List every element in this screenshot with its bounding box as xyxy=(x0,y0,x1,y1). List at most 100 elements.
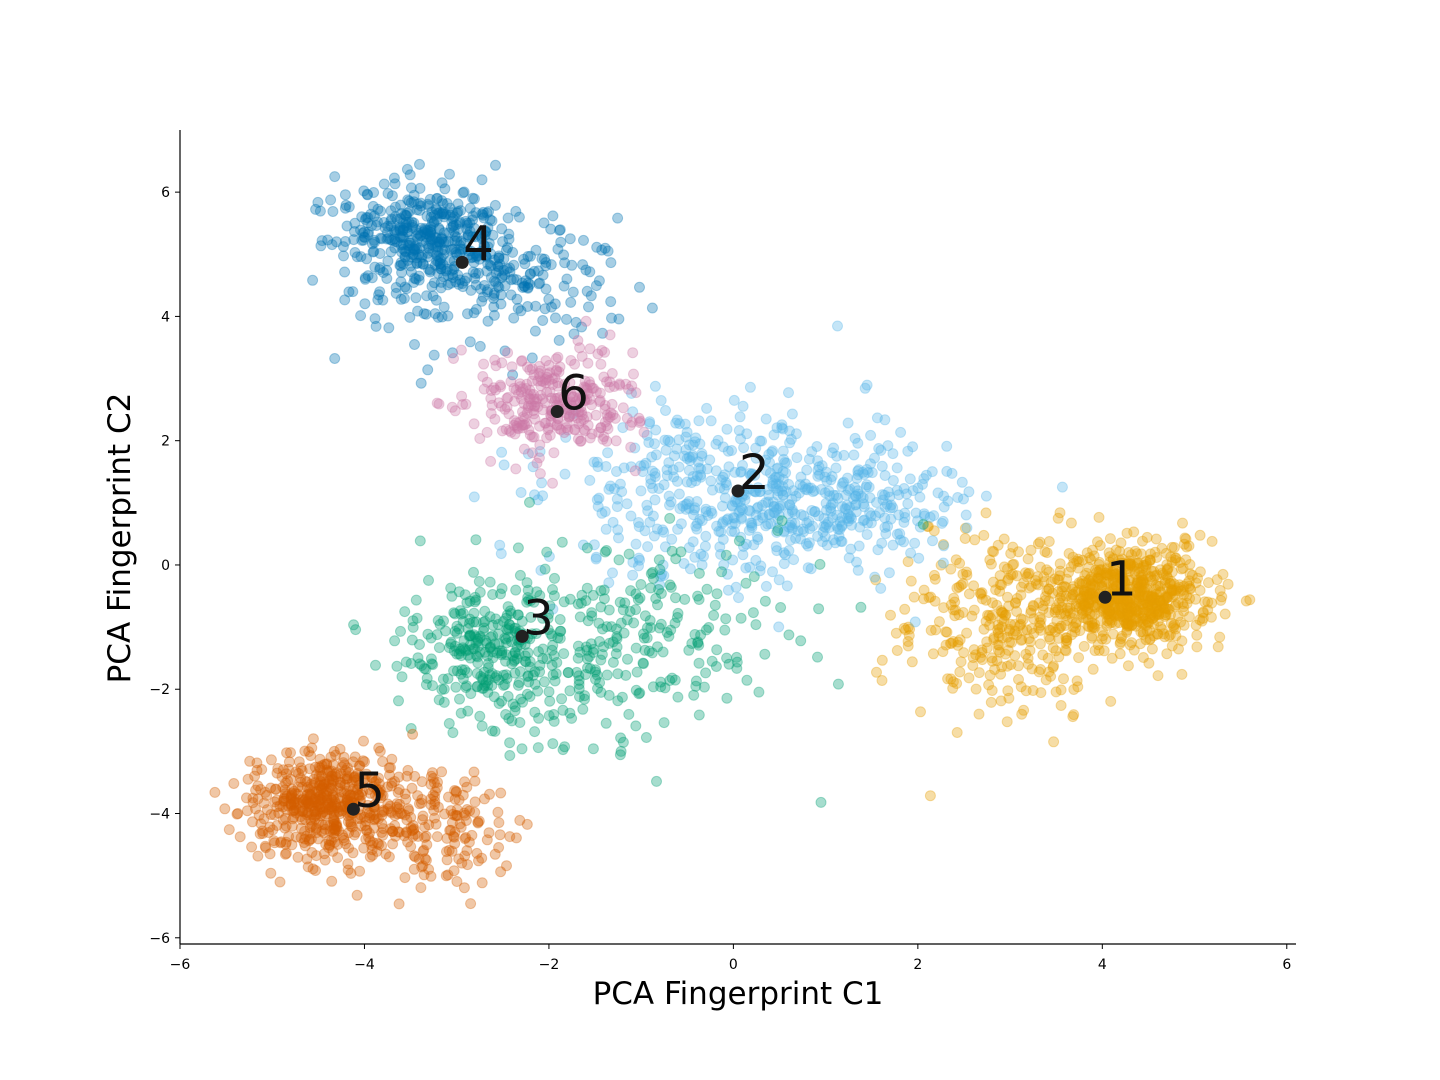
cluster-1-point xyxy=(1005,569,1017,581)
cluster-1-point xyxy=(1134,587,1146,599)
cluster-1-point xyxy=(1079,585,1091,597)
cluster-1-point xyxy=(1087,579,1099,591)
cluster-1-point xyxy=(1133,563,1145,574)
cluster-4-point xyxy=(476,174,488,186)
cluster-1-point xyxy=(1102,608,1113,620)
cluster-1-point xyxy=(1080,605,1092,617)
cluster-2-point xyxy=(891,528,903,540)
cluster-1-point xyxy=(1111,597,1123,609)
cluster-1-point xyxy=(1146,565,1158,577)
cluster-1-point xyxy=(1119,577,1131,589)
cluster-2-point xyxy=(684,563,696,575)
cluster-1-point xyxy=(1061,615,1073,626)
cluster-1-point xyxy=(996,607,1008,618)
cluster-1-point xyxy=(968,644,980,656)
cluster-1-point xyxy=(1090,564,1102,576)
cluster-2-point xyxy=(809,506,821,517)
cluster-2-point xyxy=(904,473,916,485)
cluster-3-point xyxy=(484,576,496,588)
cluster-1-point xyxy=(937,646,949,658)
cluster-4-point xyxy=(561,273,573,285)
cluster-1-point xyxy=(953,609,965,621)
cluster-2-point xyxy=(584,474,596,486)
cluster-1-point xyxy=(958,647,970,659)
cluster-4-point xyxy=(397,217,409,229)
cluster-1-point xyxy=(1150,533,1162,545)
cluster-4-point xyxy=(343,286,355,298)
cluster-1-point xyxy=(1078,599,1090,611)
cluster-1-point xyxy=(1035,624,1047,636)
cluster-2-point xyxy=(715,526,727,538)
cluster-6-point xyxy=(489,354,501,366)
cluster-1-point xyxy=(1174,579,1185,591)
cluster-1-point xyxy=(1023,582,1035,594)
cluster-2-point xyxy=(899,512,911,523)
cluster-1-point xyxy=(951,678,963,689)
cluster-2-point xyxy=(789,508,801,520)
cluster-6-point xyxy=(590,409,602,421)
cluster-1-point xyxy=(1093,511,1105,523)
cluster-1-point xyxy=(1202,604,1214,616)
cluster-1-point xyxy=(948,604,959,616)
cluster-1-point xyxy=(1039,546,1051,558)
cluster-1-point xyxy=(975,588,987,600)
cluster-3-point xyxy=(601,621,613,633)
cluster-4-point xyxy=(424,266,436,278)
cluster-5-point xyxy=(360,833,372,845)
cluster-2-point xyxy=(621,498,633,510)
cluster-1-point xyxy=(944,637,956,649)
cluster-1-point xyxy=(974,587,986,599)
cluster-5-point xyxy=(405,811,417,823)
cluster-5-point xyxy=(417,810,429,822)
cluster-1-point xyxy=(1122,596,1134,608)
cluster-5-point xyxy=(280,847,292,859)
cluster-4-point xyxy=(533,278,545,290)
cluster-4-point xyxy=(451,207,463,219)
cluster-1-point xyxy=(954,666,966,678)
cluster-1-point xyxy=(1121,620,1133,632)
cluster-3-point xyxy=(459,643,471,655)
cluster-3-point xyxy=(476,720,488,732)
cluster-1-point xyxy=(1053,597,1065,609)
cluster-2-point xyxy=(895,426,907,438)
cluster-3-point xyxy=(708,609,720,621)
cluster-1-point xyxy=(925,591,937,603)
cluster-4-point xyxy=(371,220,382,231)
cluster-1-point xyxy=(1113,593,1125,605)
cluster-3-point xyxy=(516,743,528,755)
cluster-2-point xyxy=(722,584,734,596)
cluster-1-point xyxy=(1156,567,1168,579)
cluster-6-point xyxy=(610,435,622,447)
cluster-1-point xyxy=(1113,603,1125,615)
cluster-3-point xyxy=(438,683,450,695)
cluster-2-point xyxy=(690,475,702,487)
cluster-1-point xyxy=(1118,614,1130,626)
cluster-2-point xyxy=(605,480,616,492)
y-axis-title: PCA Fingerprint C2 xyxy=(102,393,138,684)
cluster-1-point xyxy=(1120,587,1132,599)
cluster-2-point xyxy=(813,461,825,473)
cluster-1-point xyxy=(1163,630,1175,642)
cluster-2-point xyxy=(740,562,752,574)
cluster-1-point xyxy=(949,610,961,622)
cluster-3-point xyxy=(753,686,765,698)
cluster-3-point xyxy=(496,583,508,594)
cluster-1-point xyxy=(1066,612,1078,624)
cluster-4-point xyxy=(422,364,434,376)
cluster-1-point xyxy=(1194,529,1206,541)
cluster-4-point xyxy=(444,168,455,180)
cluster-1-point xyxy=(1001,660,1013,672)
cluster-1-point xyxy=(1197,606,1209,618)
cluster-1-point xyxy=(1050,645,1062,657)
cluster-2-point xyxy=(689,502,701,514)
cluster-4-point xyxy=(464,202,476,214)
cluster-2-point xyxy=(902,498,914,510)
cluster-1-point xyxy=(980,594,992,606)
cluster-1-point xyxy=(1120,560,1132,572)
cluster-3-point xyxy=(480,635,492,647)
cluster-1-point xyxy=(1196,615,1208,627)
cluster-3-point xyxy=(679,593,691,605)
cluster-2-point xyxy=(912,482,924,494)
cluster-1-point xyxy=(973,667,985,679)
cluster-4-point xyxy=(646,302,658,314)
